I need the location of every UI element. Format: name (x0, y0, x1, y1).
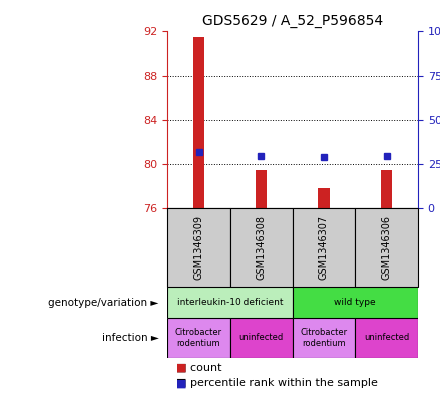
Bar (356, 208, 418, 287)
Text: ■: ■ (176, 378, 187, 388)
Title: GDS5629 / A_52_P596854: GDS5629 / A_52_P596854 (202, 14, 383, 28)
Text: interleukin-10 deficient: interleukin-10 deficient (176, 298, 283, 307)
Bar (167, 208, 230, 287)
Bar (167, 318, 230, 358)
Bar (193, 37, 204, 208)
Bar (293, 208, 356, 287)
Text: Citrobacter
rodentium: Citrobacter rodentium (175, 328, 222, 348)
Bar (230, 208, 293, 287)
Bar (256, 170, 267, 208)
Text: uninfected: uninfected (238, 334, 284, 342)
Bar (167, 287, 293, 318)
Text: infection ►: infection ► (102, 333, 158, 343)
Text: Citrobacter
rodentium: Citrobacter rodentium (301, 328, 348, 348)
Text: ■ count: ■ count (176, 362, 221, 373)
Bar (230, 318, 293, 358)
Bar (356, 318, 418, 358)
Text: GSM1346308: GSM1346308 (256, 215, 266, 280)
Text: wild type: wild type (334, 298, 376, 307)
Text: ■: ■ (176, 362, 187, 373)
Bar (381, 170, 392, 208)
Text: GSM1346307: GSM1346307 (319, 215, 329, 280)
Text: ■ percentile rank within the sample: ■ percentile rank within the sample (176, 378, 378, 388)
Bar (293, 287, 418, 318)
Bar (293, 318, 356, 358)
Text: uninfected: uninfected (364, 334, 409, 342)
Text: GSM1346306: GSM1346306 (381, 215, 392, 280)
Bar (318, 188, 330, 208)
Text: genotype/variation ►: genotype/variation ► (48, 298, 158, 308)
Text: GSM1346309: GSM1346309 (194, 215, 204, 280)
